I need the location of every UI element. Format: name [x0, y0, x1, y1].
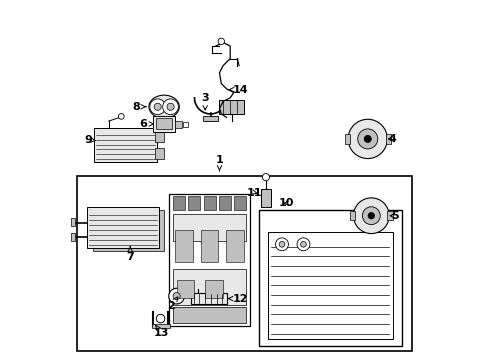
Text: 1: 1 — [215, 156, 223, 171]
Text: 13: 13 — [153, 325, 169, 338]
Bar — [205, 280, 223, 298]
Circle shape — [279, 242, 285, 247]
Bar — [93, 210, 164, 251]
Bar — [188, 196, 200, 210]
Bar — [226, 230, 244, 262]
Bar — [349, 211, 354, 220]
Text: 8: 8 — [132, 102, 146, 112]
Circle shape — [353, 198, 388, 234]
Bar — [234, 196, 246, 210]
Bar — [183, 122, 188, 127]
Bar — [219, 100, 244, 114]
Bar — [71, 233, 75, 241]
Text: 12: 12 — [228, 294, 247, 303]
Circle shape — [347, 119, 386, 158]
Text: 6: 6 — [139, 119, 153, 129]
Circle shape — [154, 103, 161, 111]
Bar — [386, 211, 392, 220]
Bar — [156, 118, 172, 129]
Bar — [151, 324, 170, 328]
Circle shape — [364, 135, 370, 143]
Circle shape — [262, 174, 269, 181]
Circle shape — [118, 113, 124, 119]
Circle shape — [166, 103, 174, 111]
Bar — [153, 116, 175, 132]
Bar — [155, 148, 164, 158]
Circle shape — [173, 293, 180, 300]
Circle shape — [275, 238, 288, 251]
Circle shape — [296, 238, 309, 251]
Circle shape — [362, 207, 380, 225]
Bar — [175, 121, 182, 128]
Text: 11: 11 — [246, 188, 262, 198]
Circle shape — [149, 99, 165, 114]
Text: 4: 4 — [387, 134, 396, 144]
Bar — [385, 134, 390, 144]
Bar — [219, 196, 230, 210]
Bar — [94, 128, 157, 162]
Bar — [71, 218, 75, 226]
Circle shape — [300, 242, 305, 247]
Bar — [203, 196, 215, 210]
Ellipse shape — [149, 95, 179, 118]
Bar — [200, 230, 218, 262]
Bar — [344, 134, 349, 144]
Circle shape — [218, 38, 224, 45]
Text: 7: 7 — [126, 246, 134, 262]
Bar — [190, 293, 226, 304]
Bar — [203, 116, 217, 121]
Text: 2: 2 — [167, 297, 178, 311]
Bar — [87, 207, 159, 248]
Bar — [260, 189, 271, 207]
Circle shape — [367, 212, 374, 219]
Bar — [169, 194, 249, 327]
Bar — [175, 230, 192, 262]
Circle shape — [168, 288, 184, 304]
Bar — [155, 132, 164, 143]
Bar — [173, 307, 246, 323]
Circle shape — [163, 99, 178, 114]
Text: 10: 10 — [278, 198, 294, 208]
Bar — [173, 214, 246, 241]
Text: 14: 14 — [229, 85, 247, 95]
Bar — [77, 176, 411, 351]
Circle shape — [156, 314, 164, 323]
Bar — [176, 280, 194, 298]
Text: 3: 3 — [201, 93, 208, 110]
Bar — [258, 210, 401, 346]
Bar — [267, 232, 392, 339]
Text: 9: 9 — [84, 135, 95, 145]
Circle shape — [357, 129, 377, 149]
Text: 5: 5 — [389, 211, 398, 221]
Bar — [173, 269, 246, 305]
Bar — [173, 196, 184, 210]
